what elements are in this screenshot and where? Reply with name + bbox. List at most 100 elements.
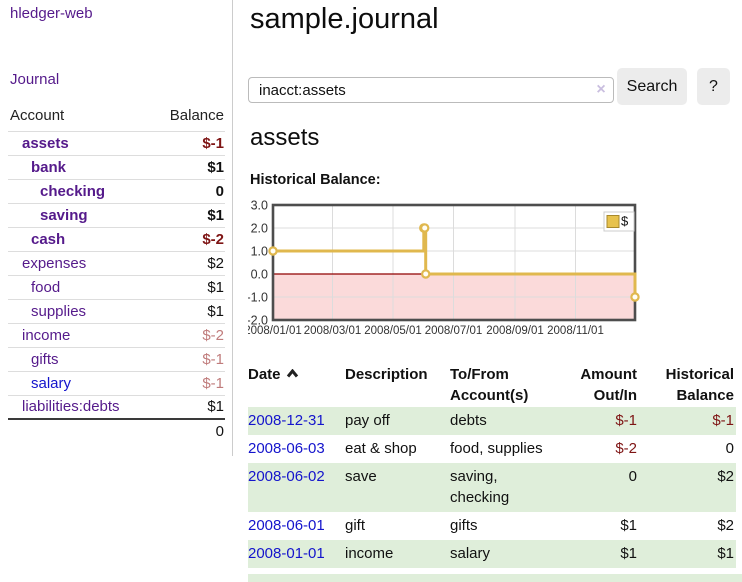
search-input[interactable] <box>248 77 614 103</box>
account-row: expenses $2 <box>8 250 225 275</box>
register-date-link[interactable]: 2008-01-01 <box>248 545 325 562</box>
register-header-date[interactable]: Date <box>248 362 345 407</box>
register-description: save <box>345 468 377 485</box>
date-header-label: Date <box>248 366 281 383</box>
historical-balance-chart: $3.0 2.0 1.0 0.0 -1.0 -2.0 2008/01/01 2008/03/0… <box>244 198 742 348</box>
accounts-header-balance: Balance <box>169 107 224 125</box>
svg-text:$: $ <box>621 214 629 229</box>
register-date-link[interactable]: 2008-06-02 <box>248 468 325 485</box>
accounts-header-row: Account Balance <box>8 105 225 131</box>
account-link[interactable]: saving <box>40 206 88 224</box>
register-header-row: Date Description To/From Account(s) Amoun… <box>248 362 736 407</box>
register-description: eat & shop <box>345 440 417 457</box>
account-row: salary $-1 <box>8 370 225 395</box>
account-balance: $1 <box>151 394 225 419</box>
account-balance: $-1 <box>151 346 225 371</box>
app-brand-link[interactable]: hledger-web <box>10 5 93 22</box>
account-link[interactable]: liabilities:debts <box>22 398 120 416</box>
chart-heading: Historical Balance: <box>250 172 381 188</box>
register-header-balance: Historical Balance <box>665 366 734 404</box>
accounts-total-row: 0 <box>8 418 225 443</box>
account-link[interactable]: income <box>22 326 71 344</box>
register-balance: $1 <box>717 545 734 562</box>
account-row: income $-2 <box>8 322 225 347</box>
register-amount: $1 <box>620 517 637 534</box>
account-balance: $1 <box>151 202 225 227</box>
register-header-amount: Amount Out/In <box>580 366 637 404</box>
account-balance: $1 <box>151 274 225 299</box>
sidebar: hledger-web Journal Account Balance asse… <box>0 0 233 456</box>
accounts-header-account: Account <box>10 107 65 125</box>
account-row: cash $-2 <box>8 226 225 251</box>
register-table: Date Description To/From Account(s) Amoun… <box>248 362 736 568</box>
account-row: checking 0 <box>8 178 225 203</box>
accounts-total-value: 0 <box>151 418 225 443</box>
account-balance: $-1 <box>151 370 225 395</box>
account-heading: assets <box>250 124 320 151</box>
register-amount: $-2 <box>615 440 637 457</box>
svg-text:-1.0: -1.0 <box>248 291 268 305</box>
register-amount: $-1 <box>615 412 637 429</box>
account-row: bank $1 <box>8 154 225 179</box>
svg-text:3.0: 3.0 <box>251 199 268 213</box>
account-link[interactable]: salary <box>31 374 72 392</box>
account-link[interactable]: expenses <box>22 254 87 272</box>
account-link[interactable]: cash <box>31 230 66 248</box>
account-link[interactable]: gifts <box>31 350 59 368</box>
register-date-link[interactable]: 2008-06-03 <box>248 440 325 457</box>
register-amount: 0 <box>628 468 637 485</box>
svg-text:2008/11/01: 2008/11/01 <box>547 325 604 337</box>
help-button[interactable]: ? <box>697 68 730 105</box>
register-balance: 0 <box>725 440 734 457</box>
account-balance: $1 <box>151 298 225 323</box>
account-link[interactable]: assets <box>22 134 69 152</box>
register-accounts: saving, checking <box>450 468 510 506</box>
svg-text:2008/07/01: 2008/07/01 <box>425 325 483 337</box>
accounts-total-spacer <box>8 418 152 443</box>
register-row: 2008-06-01 gift gifts $1 $2 <box>248 512 736 540</box>
register-date-link[interactable]: 2008-12-31 <box>248 412 325 429</box>
register-row: 2008-06-03 eat & shop food, supplies $-2… <box>248 435 736 463</box>
register-accounts: debts <box>450 412 487 429</box>
svg-text:-2.0: -2.0 <box>248 314 268 328</box>
account-balance: 0 <box>151 178 225 203</box>
register-accounts: food, supplies <box>450 440 543 457</box>
clear-search-icon[interactable]: × <box>596 81 606 98</box>
register-amount: $1 <box>620 545 637 562</box>
register-balance: $2 <box>717 517 734 534</box>
account-row: assets $-1 <box>8 130 225 155</box>
svg-text:2008/03/01: 2008/03/01 <box>304 325 362 337</box>
account-link[interactable]: food <box>31 278 61 296</box>
accounts-table: Account Balance assets $-1 bank $1 check… <box>8 105 225 443</box>
page-title: sample.journal <box>250 3 439 35</box>
register-description: income <box>345 545 394 562</box>
register-date-link[interactable]: 2008-06-01 <box>248 517 325 534</box>
account-balance: $-1 <box>151 130 225 155</box>
account-row: gifts $-1 <box>8 346 225 371</box>
register-row: 2008-01-01 income salary $1 $1 <box>248 540 736 568</box>
account-balance: $-2 <box>151 322 225 347</box>
account-row: saving $1 <box>8 202 225 227</box>
account-link[interactable]: checking <box>40 182 106 200</box>
register-accounts: salary <box>450 545 491 562</box>
register-row: 2008-12-31 pay off debts $-1 $-1 <box>248 407 736 435</box>
register-header-description: Description <box>345 366 428 383</box>
register-row: 2008-06-02 save saving, checking 0 $2 <box>248 463 736 512</box>
sort-ascending-icon <box>286 369 298 378</box>
svg-text:2008/05/01: 2008/05/01 <box>364 325 422 337</box>
search-form: × Search ? <box>248 68 742 106</box>
search-button[interactable]: Search <box>617 68 687 105</box>
register-description: gift <box>345 517 366 534</box>
sidebar-item-journal[interactable]: Journal <box>10 71 60 88</box>
account-balance: $2 <box>151 250 225 275</box>
account-row: supplies $1 <box>8 298 225 323</box>
svg-text:2008/09/01: 2008/09/01 <box>486 325 544 337</box>
svg-text:2008/01/01: 2008/01/01 <box>248 325 302 337</box>
register-description: pay off <box>345 412 390 429</box>
register-accounts: gifts <box>450 517 478 534</box>
account-link[interactable]: supplies <box>31 302 87 320</box>
register-balance: $-1 <box>712 412 734 429</box>
account-row: liabilities:debts $1 <box>8 394 225 419</box>
account-link[interactable]: bank <box>31 158 67 176</box>
